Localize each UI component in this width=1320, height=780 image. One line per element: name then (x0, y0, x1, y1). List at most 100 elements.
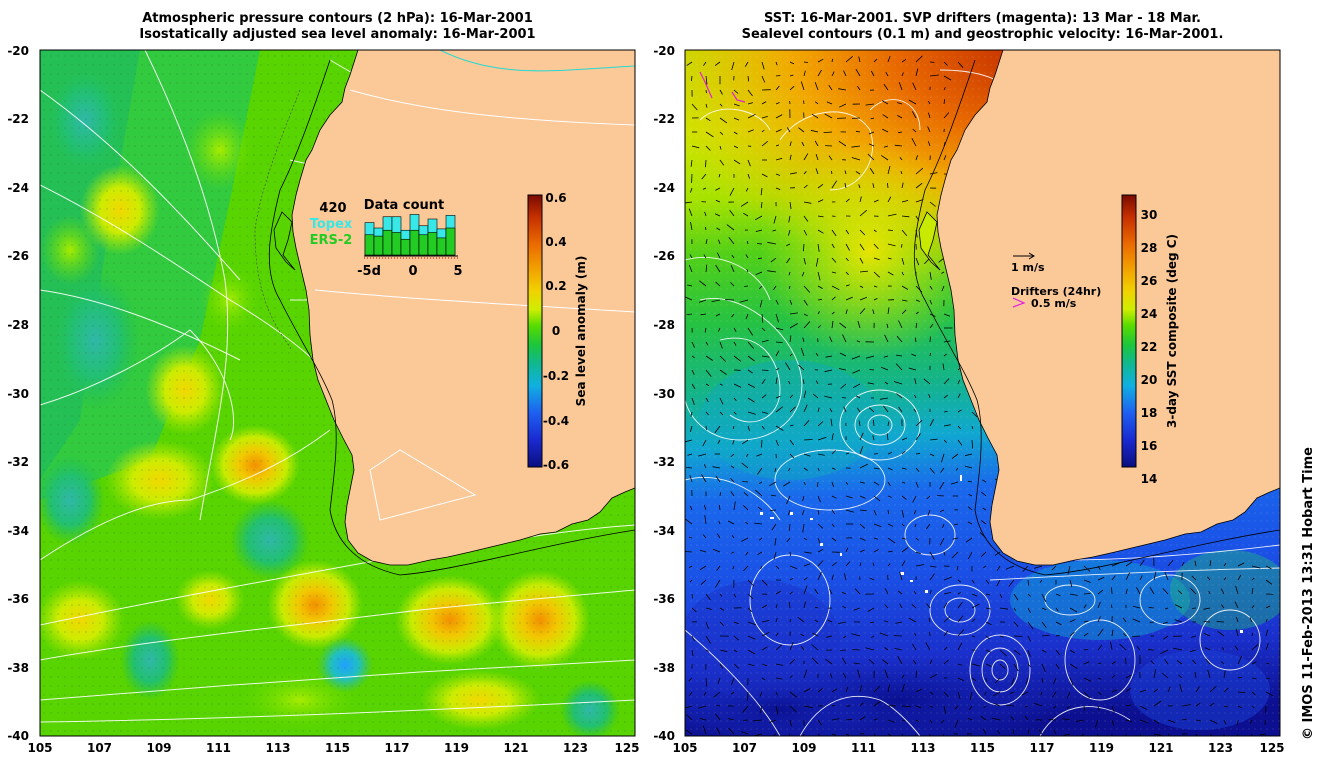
velocity-vector (842, 334, 847, 343)
velocity-vector (829, 336, 833, 343)
velocity-vector (852, 649, 861, 651)
velocity-vector (788, 523, 791, 531)
left-cbar-tick: -0.2 (543, 369, 569, 383)
velocity-vector (1139, 705, 1148, 710)
velocity-vector (859, 243, 865, 251)
velocity-vector (845, 271, 849, 276)
velocity-vector (1251, 565, 1261, 569)
velocity-vector (1005, 704, 1015, 707)
velocity-vector (789, 323, 798, 329)
right-title: SST: 16-Mar-2001. SVP drifters (magenta)… (685, 11, 1280, 43)
velocity-vector (775, 439, 779, 447)
velocity-vector (787, 509, 791, 516)
velocity-vector (898, 131, 903, 134)
velocity-vector (691, 369, 695, 375)
velocity-vector (845, 296, 853, 301)
velocity-vector (685, 551, 693, 553)
velocity-vector (971, 411, 978, 418)
velocity-vector (733, 103, 740, 107)
velocity-vector (691, 593, 694, 599)
velocity-vector (775, 705, 779, 715)
velocity-vector (967, 480, 973, 483)
velocity-vector (873, 523, 882, 528)
velocity-vector (789, 453, 795, 459)
velocity-vector (951, 551, 959, 559)
velocity-vector (845, 547, 849, 553)
velocity-vector (704, 327, 707, 333)
velocity-vector (894, 144, 903, 147)
velocity-vector (761, 677, 766, 681)
velocity-vector (831, 257, 837, 263)
velocity-vector (831, 296, 836, 301)
velocity-vector (898, 406, 903, 413)
velocity-vector (943, 592, 952, 595)
velocity-vector (872, 309, 875, 315)
velocity-vector (859, 549, 865, 553)
velocity-vector (747, 663, 755, 667)
velocity-vector (742, 439, 749, 445)
velocity-vector (873, 481, 880, 486)
velocity-vector (705, 635, 711, 644)
velocity-vector (887, 563, 891, 567)
right-y-tick: -36 (653, 592, 675, 606)
velocity-vector (859, 481, 865, 484)
velocity-vector (775, 644, 782, 651)
velocity-vector (929, 565, 937, 568)
velocity-vector (756, 453, 763, 457)
velocity-vector (831, 320, 834, 329)
velocity-vector (1122, 617, 1127, 623)
velocity-vector (943, 630, 949, 637)
velocity-vector (686, 467, 693, 469)
velocity-vector (803, 299, 808, 306)
velocity-vector (915, 199, 924, 203)
velocity-vector (915, 322, 918, 329)
velocity-vector (703, 61, 707, 66)
velocity-vector (775, 187, 781, 190)
velocity-vector (943, 646, 948, 651)
velocity-vector (810, 129, 819, 133)
velocity-vector (731, 551, 735, 554)
velocity-vector (1265, 663, 1269, 665)
left-cbar-tick: 0.4 (545, 235, 566, 249)
velocity-vector (999, 635, 1004, 638)
right-y-tick: -28 (653, 318, 675, 332)
velocity-vector (899, 156, 903, 161)
velocity-vector (855, 130, 861, 133)
right-title-line2: Sealevel contours (0.1 m) and geostrophi… (741, 27, 1224, 42)
velocity-vector (926, 603, 931, 609)
velocity-vector (887, 509, 890, 514)
velocity-vector (1139, 559, 1145, 567)
velocity-vector (1083, 593, 1091, 595)
velocity-vector (1039, 579, 1043, 583)
velocity-vector (825, 635, 833, 638)
velocity-vector (1237, 676, 1243, 679)
velocity-vector (761, 579, 768, 586)
velocity-vector (823, 131, 833, 133)
ers2-count-bar (409, 229, 420, 256)
velocity-vector (1125, 572, 1130, 581)
velocity-vector (845, 257, 849, 262)
velocity-vector (719, 145, 722, 150)
velocity-vector (761, 313, 764, 323)
velocity-vector (757, 551, 763, 556)
velocity-vector (775, 425, 784, 431)
velocity-vector (899, 571, 903, 581)
right-colorbar-scale (1121, 194, 1137, 468)
velocity-vector (731, 534, 735, 539)
velocity-vector (971, 579, 975, 584)
left-x-tick: 107 (87, 741, 112, 755)
velocity-vector (915, 433, 921, 441)
velocity-vector (761, 61, 765, 70)
velocity-vector (747, 607, 753, 612)
velocity-vector (740, 201, 749, 207)
velocity-vector (883, 405, 889, 413)
velocity-vector (705, 159, 707, 168)
velocity-vector (845, 495, 853, 499)
velocity-vector (757, 243, 763, 245)
velocity-vector (731, 254, 735, 259)
velocity-vector (873, 58, 878, 63)
velocity-vector (841, 591, 847, 595)
velocity-vector (802, 509, 805, 516)
velocity-vector (789, 705, 797, 712)
velocity-vector (702, 725, 707, 735)
